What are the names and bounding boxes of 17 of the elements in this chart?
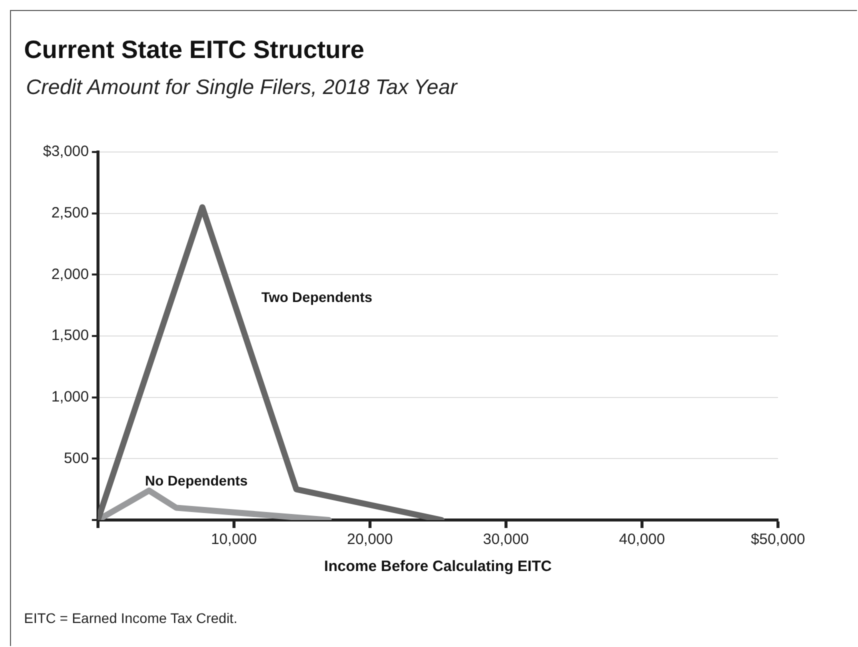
y-tick-label: 1,500 bbox=[51, 327, 89, 344]
chart-subtitle: Credit Amount for Single Filers, 2018 Tax Year bbox=[26, 76, 458, 100]
x-tick-label: 30,000 bbox=[483, 531, 529, 548]
y-tick-label: $3,000 bbox=[42, 143, 89, 160]
x-tick-label: 40,000 bbox=[619, 531, 665, 548]
y-tick-label: 2,500 bbox=[51, 204, 89, 222]
series-label: Two Dependents bbox=[261, 289, 373, 306]
y-tick-label: 1,000 bbox=[51, 388, 89, 406]
y-tick-label: 2,000 bbox=[51, 266, 89, 283]
x-axis-title: Income Before Calculating EITC bbox=[324, 558, 552, 576]
x-tick-label: 20,000 bbox=[346, 531, 393, 548]
y-tick-label: 500 bbox=[64, 450, 89, 467]
text: EITC = Earned Income Tax Credit. bbox=[24, 610, 238, 626]
chart-title: Current State EITC Structure bbox=[24, 36, 364, 65]
series-label: No Dependents bbox=[145, 472, 248, 488]
x-tick-label: 10,000 bbox=[210, 531, 257, 548]
x-tick-label: $50,000 bbox=[750, 531, 806, 548]
